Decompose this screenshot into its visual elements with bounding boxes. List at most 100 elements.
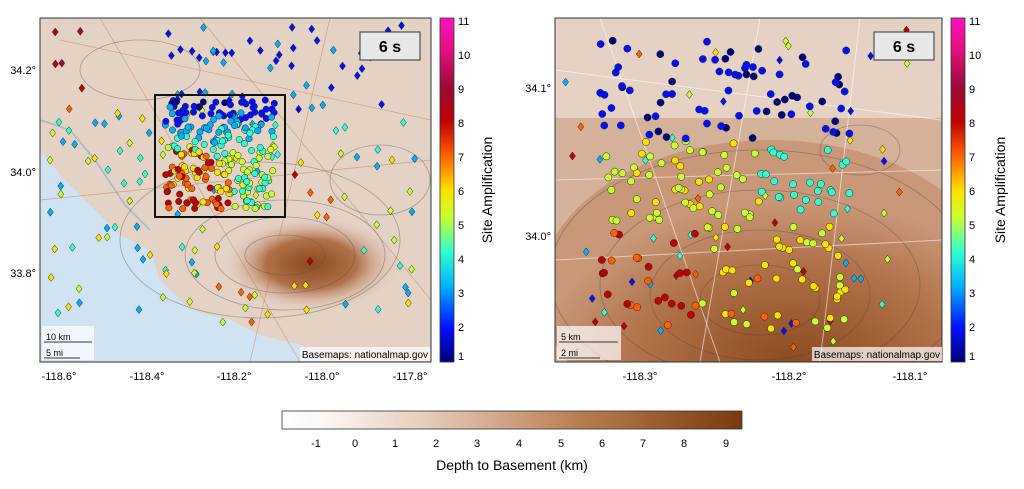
svg-text:34.0°: 34.0°: [525, 231, 551, 243]
site-marker-circle: [775, 242, 784, 251]
site-marker-circle: [766, 90, 775, 98]
site-marker-circle: [190, 196, 197, 204]
site-marker-circle: [703, 37, 711, 46]
site-marker-circle: [689, 204, 698, 213]
site-marker-circle: [729, 139, 738, 148]
site-marker-circle: [251, 170, 259, 178]
site-marker-circle: [753, 274, 762, 283]
site-marker-diamond: [116, 146, 124, 156]
site-marker-circle: [742, 320, 751, 329]
site-marker-circle: [842, 46, 851, 55]
site-marker-diamond: [776, 55, 783, 65]
site-marker-diamond: [390, 235, 398, 245]
site-marker-diamond: [342, 299, 349, 309]
site-marker-diamond: [288, 61, 295, 71]
site-marker-diamond: [46, 155, 54, 165]
site-marker-circle: [745, 213, 754, 222]
site-marker-circle: [224, 131, 232, 139]
site-marker-circle: [691, 229, 699, 238]
svg-text:1: 1: [969, 351, 975, 363]
site-marker-diamond: [57, 189, 65, 199]
site-marker-circle: [774, 193, 783, 201]
site-marker-circle: [831, 78, 840, 87]
site-marker-circle: [823, 146, 832, 154]
site-marker-circle: [656, 98, 665, 107]
site-marker-diamond: [54, 308, 62, 318]
site-marker-diamond: [195, 53, 203, 63]
site-marker-circle: [749, 63, 757, 71]
site-marker-diamond: [838, 234, 845, 243]
site-marker-circle: [748, 134, 757, 142]
site-marker-circle: [184, 123, 192, 131]
right-scale-bar: 5 km 2 mi: [557, 326, 621, 360]
site-marker-circle: [752, 107, 761, 115]
site-marker-circle: [239, 187, 247, 195]
depth-colorbar-ticks: -1 0 1 2 3 4 5 6 7 8 9: [311, 438, 729, 450]
site-marker-circle: [676, 162, 685, 171]
site-marker-circle: [823, 323, 832, 332]
site-marker-diamond: [248, 317, 255, 327]
svg-text:5: 5: [558, 438, 564, 450]
svg-text:-117.8°: -117.8°: [393, 371, 428, 383]
right-colorbar-label: Site Amplification: [992, 137, 1008, 244]
site-marker-circle: [610, 167, 619, 176]
site-marker-diamond: [51, 244, 59, 254]
site-marker-circle: [234, 151, 242, 159]
site-marker-diamond: [145, 128, 153, 138]
site-marker-circle: [721, 223, 729, 231]
site-marker-circle: [217, 187, 225, 195]
site-marker-diamond: [199, 224, 206, 234]
site-marker-diamond: [101, 119, 108, 129]
site-marker-circle: [814, 187, 822, 195]
site-marker-circle: [199, 198, 207, 206]
site-marker-diamond: [59, 137, 67, 147]
right-map[interactable]: 6 s 5 km 2 mi Basemaps: nationalmap.gov …: [525, 16, 1008, 440]
site-marker-diamond: [360, 245, 368, 255]
site-marker-circle: [600, 121, 609, 130]
site-marker-circle: [754, 45, 763, 53]
site-marker-diamond: [191, 268, 198, 278]
site-marker-diamond: [264, 310, 271, 319]
site-marker-circle: [181, 102, 189, 110]
svg-text:9: 9: [723, 438, 729, 450]
site-marker-circle: [742, 60, 751, 69]
site-marker-diamond: [91, 153, 98, 163]
site-marker-diamond: [771, 218, 779, 228]
site-marker-circle: [826, 314, 835, 322]
site-marker-diamond: [188, 46, 196, 56]
site-marker-circle: [268, 105, 276, 113]
site-marker-diamond: [228, 48, 236, 58]
site-marker-diamond: [591, 317, 599, 327]
left-x-ticks: -118.6° -118.4° -118.2° -118.0° -117.8°: [42, 371, 428, 383]
site-marker-circle: [806, 178, 814, 187]
svg-text:-118.2°: -118.2°: [217, 371, 252, 383]
site-marker-diamond: [562, 77, 569, 87]
site-marker-circle: [596, 88, 605, 97]
site-marker-circle: [235, 136, 243, 143]
site-marker-circle: [668, 90, 676, 98]
site-marker-diamond: [408, 264, 415, 274]
site-marker-circle: [761, 170, 770, 179]
svg-text:-118.4°: -118.4°: [130, 371, 165, 383]
site-marker-circle: [175, 198, 183, 205]
site-marker-diamond: [903, 59, 911, 68]
site-marker-circle: [618, 82, 626, 90]
site-marker-circle: [218, 137, 226, 145]
svg-text:9: 9: [458, 84, 464, 96]
right-colorbar-ticks: 11 10 9 8 7 6 5 4 3 2 1: [969, 16, 981, 363]
site-marker-circle: [627, 209, 636, 218]
site-marker-circle: [270, 99, 278, 107]
site-marker-circle: [654, 127, 663, 136]
site-marker-circle: [803, 238, 811, 247]
svg-text:7: 7: [969, 152, 975, 164]
site-marker-circle: [597, 256, 606, 264]
site-marker-diamond: [844, 204, 851, 214]
left-map[interactable]: 6 s 10 km 5 mi Basemaps: nationalmap.gov…: [10, 16, 495, 383]
depth-colorbar-group: -1 0 1 2 3 4 5 6 7 8 9 Depth to Basement…: [281, 410, 743, 473]
site-marker-circle: [663, 321, 672, 329]
svg-text:8: 8: [969, 118, 975, 130]
svg-text:2: 2: [458, 322, 464, 334]
site-marker-circle: [202, 152, 210, 160]
site-marker-diamond: [341, 192, 348, 202]
svg-text:6: 6: [458, 186, 464, 198]
